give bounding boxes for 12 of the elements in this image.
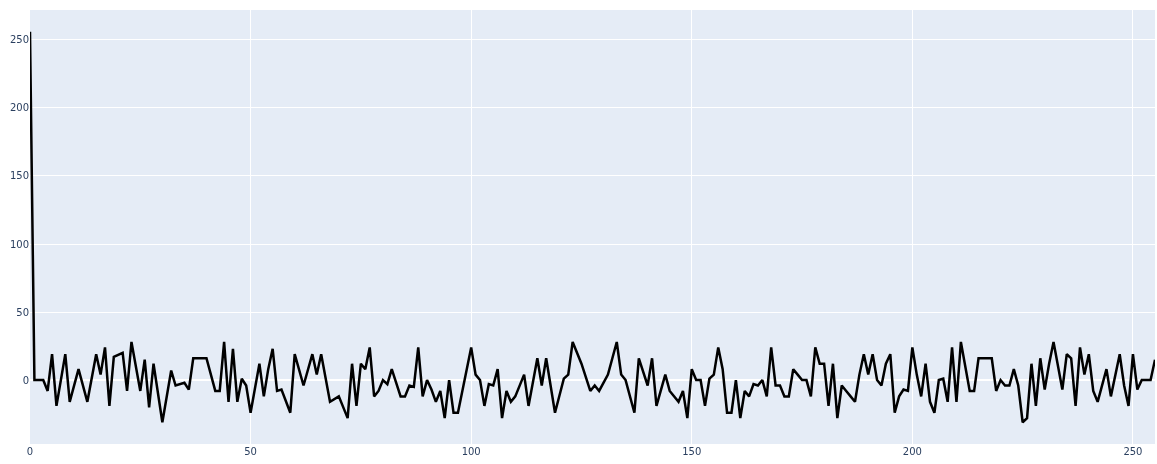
y-tick-label: 50 (16, 306, 29, 318)
line-series (30, 30, 1155, 424)
x-tick-label: 200 (902, 446, 922, 457)
y-tick-label: 150 (9, 170, 29, 182)
y-tick-label: 0 (22, 374, 29, 386)
x-tick-label: 150 (682, 446, 702, 457)
x-tick-label: 50 (244, 446, 257, 457)
y-tick-label: 100 (9, 238, 29, 250)
x-tick-label: 100 (461, 446, 481, 457)
y-tick-label: 200 (9, 102, 29, 114)
y-tick-label: 250 (9, 34, 29, 46)
x-tick-label: 250 (1123, 446, 1143, 457)
